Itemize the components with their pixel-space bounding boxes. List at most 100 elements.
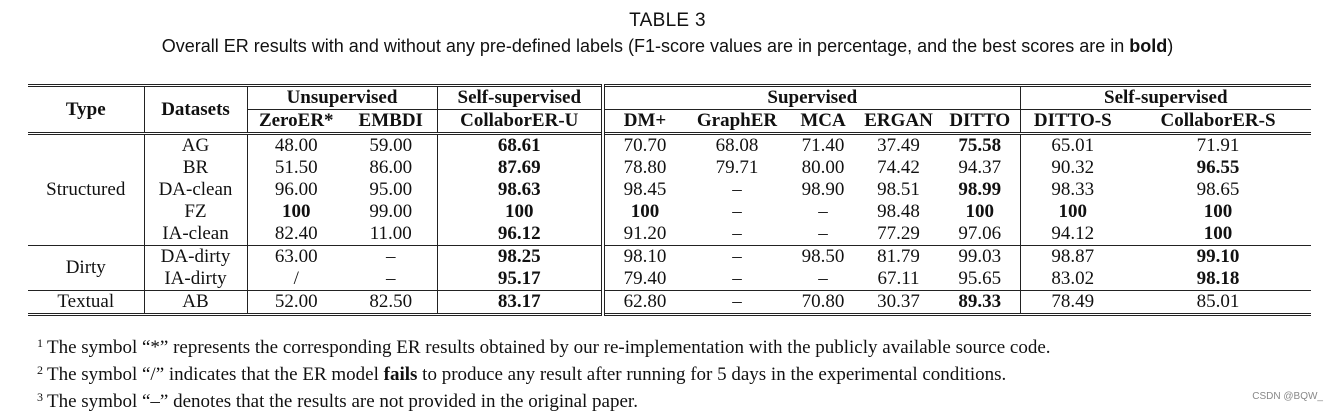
value-cell: 80.00 [801, 157, 845, 178]
value-cell: – [386, 268, 396, 289]
value-cell: 98.90 [801, 179, 845, 200]
col-dm-plus: DM+ [601, 109, 686, 134]
type-cell: Structured [46, 179, 126, 200]
value-cell: 95.17 [436, 268, 604, 291]
value-cell: 77.29 [877, 223, 920, 244]
value-cell: 89.33 [940, 290, 1021, 315]
col-mca: MCA [800, 110, 846, 131]
value-cell: 71.91 [1196, 135, 1240, 156]
col-zeroer: ZeroER* [246, 109, 345, 134]
value-cell: 48.00 [246, 133, 345, 157]
value-cell: 59.00 [369, 135, 413, 156]
footnote: 2 The symbol “/” indicates that the ER mo… [37, 359, 1051, 386]
col-collaborer-u: CollaborER-U [436, 109, 604, 134]
dataset-cell: DA-clean [143, 179, 247, 201]
footnote-text: The symbol “/” indicates that the ER mod… [47, 364, 384, 385]
value-cell: 98.10 [601, 245, 686, 268]
value-cell: 94.37 [958, 157, 1002, 178]
dataset-cell: DA-dirty [143, 245, 247, 268]
watermark: CSDN @BQW_ [1252, 391, 1323, 402]
value-cell: 68.08 [715, 135, 759, 156]
value-cell: 11.00 [369, 223, 412, 244]
value-cell: – [732, 201, 742, 222]
caption-text: Overall ER results with and without any … [161, 36, 1130, 56]
value-cell: 63.00 [246, 245, 345, 268]
value-cell: 70.80 [789, 290, 858, 315]
value-cell: 98.18 [1196, 268, 1240, 289]
value-cell: – [685, 290, 790, 315]
table-row: Dirty DA-dirty 63.00–98.25 98.10–98.50 81.79… [28, 245, 1312, 291]
value-cell: 95.00 [369, 179, 413, 200]
value-cell: 97.06 [958, 223, 1002, 244]
value-cell: 67.11 [877, 268, 920, 289]
value-cell: – [818, 268, 828, 289]
value-cell: / [246, 268, 345, 291]
col-ditto: DITTO [949, 110, 1011, 131]
value-cell: 96.55 [1196, 157, 1240, 178]
group-supervised: Supervised [601, 85, 1021, 110]
results-table: Type Datasets Unsupervised Self-supervis… [28, 84, 1312, 316]
header-type: Type [28, 85, 144, 135]
footnote-text: The symbol “–” denotes that the results … [47, 391, 638, 412]
table-row: DA-clean 96.00 95.00 98.63 98.45 – 98.90 98.51 9… [28, 179, 1311, 201]
value-cell: 75.58 [958, 135, 1002, 156]
value-cell: 96.12 [436, 223, 604, 246]
table-row: IA-dirty / – 95.17 79.40 – – 67.11 95.65 83.02 98.… [28, 268, 1311, 291]
value-cell: – [685, 245, 790, 268]
value-cell: 81.79 [857, 245, 941, 268]
caption-end: ) [1167, 36, 1174, 56]
dataset-cell: IA-clean [143, 223, 247, 246]
footnote: 3 The symbol “–” denotes that the results… [37, 386, 1051, 413]
value-cell: 98.45 [601, 179, 686, 201]
dataset-cell: AG [143, 133, 247, 157]
dataset-cell: IA-dirty [143, 268, 247, 291]
value-cell: 98.48 [877, 201, 920, 222]
type-cell: Dirty [28, 245, 144, 291]
value-cell: – [818, 223, 828, 244]
value-cell: 96.00 [246, 179, 345, 201]
table-row: Textual AB 52.00 82.50 83.17 62.80–70.80 30.37… [28, 290, 1312, 315]
value-cell: 30.37 [857, 290, 941, 315]
table-row: IA-clean 82.40 11.00 96.12 91.20 – – 77.29 97.06… [28, 223, 1311, 246]
table-row: BR 51.50 86.00 87.69 78.80 79.71 80.00 74.42 94.… [28, 157, 1311, 179]
type-cell: Textual [28, 290, 144, 315]
footnote-marker: 2 [37, 363, 43, 377]
value-cell: 100 [436, 201, 604, 223]
value-cell: – [732, 223, 742, 244]
footnote-marker: 3 [37, 390, 43, 404]
value-cell: 100 [1203, 201, 1233, 222]
value-cell: 83.17 [436, 290, 604, 315]
group-header-row: Type Datasets Unsupervised Self-supervis… [28, 85, 1312, 135]
value-cell: 99.00 [369, 201, 413, 222]
column-header-row: ZeroER* EMBDI CollaborER-U DM+ GraphER M… [28, 109, 1312, 134]
value-cell: 68.61 [436, 133, 604, 157]
value-cell: 70.70 [601, 133, 686, 157]
value-cell: 37.49 [877, 135, 920, 156]
value-cell: – [732, 179, 742, 200]
value-cell: 51.50 [246, 157, 345, 179]
value-cell: 52.00 [246, 290, 345, 315]
caption-bold-word: bold [1129, 36, 1168, 56]
value-cell: 79.71 [715, 157, 759, 178]
value-cell: 98.63 [436, 179, 604, 201]
footnote-text: The symbol “*” represents the correspond… [47, 337, 1051, 358]
group-unsupervised: Unsupervised [246, 85, 438, 110]
table-row: FZ 100 99.00 100 100– –98.48 100 100 100 [28, 201, 1311, 223]
footnote-text: fails [383, 364, 418, 385]
dataset-cell: FZ [143, 201, 247, 223]
value-cell: 78.80 [601, 157, 686, 179]
value-cell: 98.33 [1019, 179, 1126, 201]
value-cell: 87.69 [436, 157, 604, 179]
value-cell: 74.42 [877, 157, 920, 178]
col-ditto-s: DITTO-S [1019, 109, 1126, 134]
table-body: Structured AG 48.00 59.00 68.61 70.70 68.08 71.… [28, 133, 1312, 315]
footnote: 1 The symbol “*” represents the correspon… [37, 332, 1051, 359]
table-title: TABLE 3 [629, 10, 706, 31]
value-cell: 100 [1019, 201, 1126, 223]
value-cell: 78.49 [1019, 290, 1126, 315]
value-cell: 71.40 [801, 135, 845, 156]
group-self-supervised-s: Self-supervised [1019, 85, 1312, 110]
value-cell: 100 [246, 201, 345, 223]
value-cell: 82.40 [246, 223, 345, 246]
group-self-supervised-u: Self-supervised [436, 85, 604, 110]
